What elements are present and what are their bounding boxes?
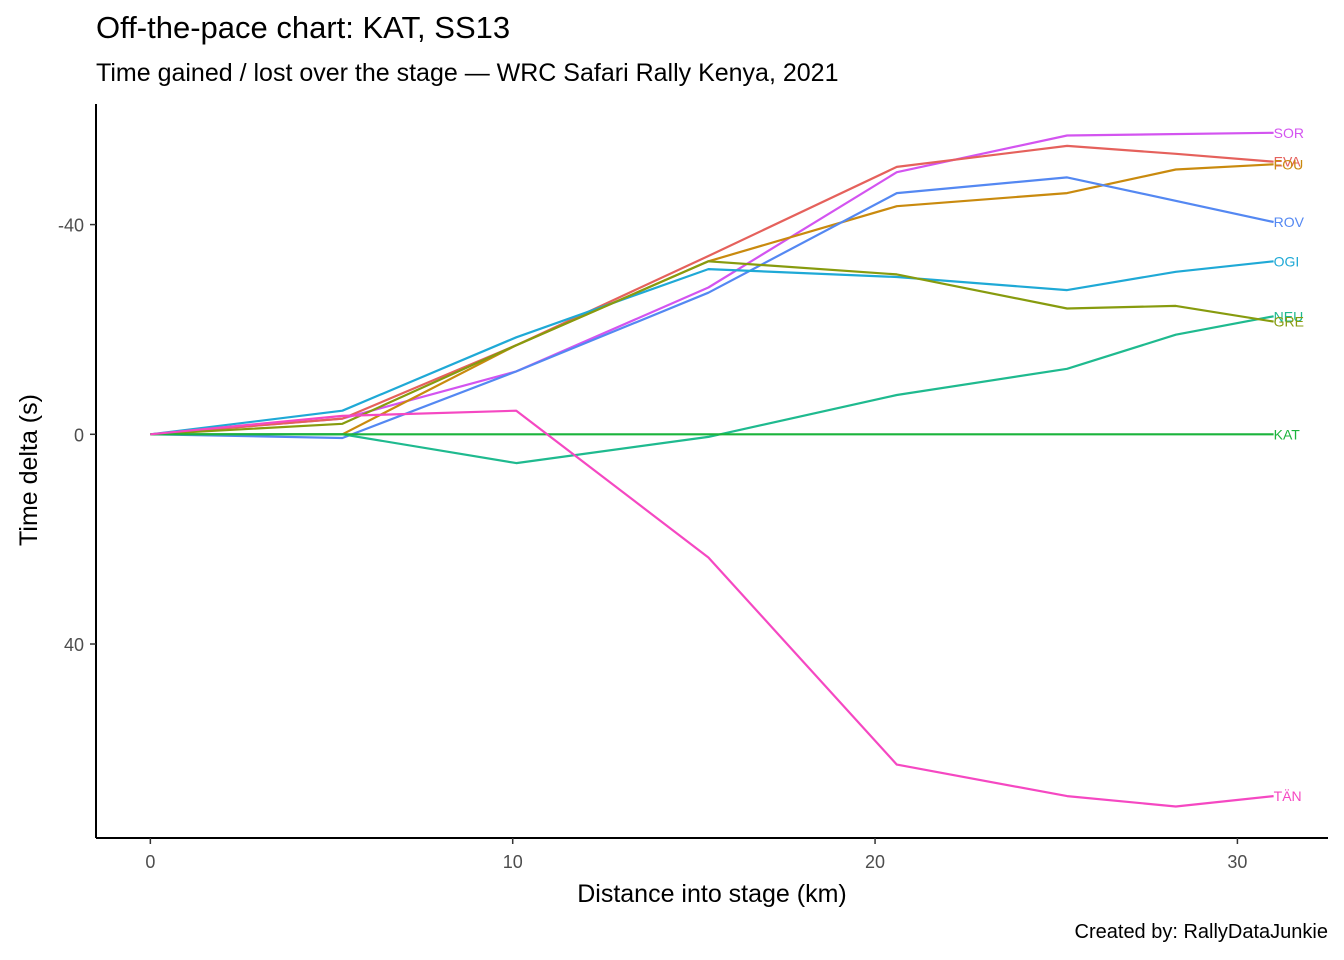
series-line-eva	[150, 144, 1274, 436]
y-axis-title: Time delta (s)	[15, 394, 43, 546]
chart-subtitle: Time gained / lost over the stage — WRC …	[96, 59, 839, 87]
x-axis-title: Distance into stage (km)	[577, 880, 847, 908]
axes: 0 10 20 30 -40 0 40	[58, 104, 1328, 872]
series-line-rov	[150, 176, 1274, 440]
series-line-ogi	[150, 260, 1274, 436]
series-label-kat: KAT	[1274, 426, 1301, 442]
chart-title: Off-the-pace chart: KAT, SS13	[96, 10, 511, 45]
series-label-gre: GRE	[1274, 314, 1304, 330]
y-tick-label: 40	[64, 635, 84, 655]
chart-caption: Created by: RallyDataJunkie	[1074, 921, 1328, 943]
series-label-eva: EVA	[1274, 154, 1302, 170]
series-line-gre	[150, 260, 1274, 436]
x-tick-label: 0	[145, 852, 155, 872]
y-tick-label: -40	[58, 216, 84, 236]
x-tick-label: 10	[503, 852, 523, 872]
series-label-neu: NEU	[1274, 308, 1304, 324]
series-label-sor: SOR	[1274, 125, 1304, 141]
series-label-tän: TÄN	[1274, 788, 1302, 804]
series-label-ogi: OGI	[1274, 253, 1300, 269]
series-label-fou: FOU	[1274, 156, 1304, 172]
series-lines	[150, 131, 1274, 808]
series-label-rov: ROV	[1274, 214, 1305, 230]
y-tick-label: 0	[74, 425, 84, 445]
x-tick-label: 20	[865, 852, 885, 872]
x-tick-label: 30	[1227, 852, 1247, 872]
series-line-tän	[150, 409, 1274, 808]
series-line-fou	[150, 163, 1274, 436]
series-line-neu	[150, 315, 1274, 465]
